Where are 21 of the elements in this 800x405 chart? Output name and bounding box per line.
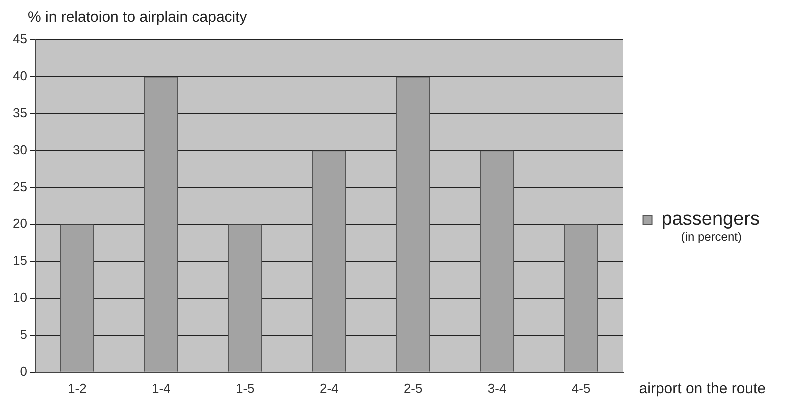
y-tick-label: 30: [12, 142, 28, 158]
x-tick-label: 1-5: [236, 380, 255, 396]
y-tick-label: 20: [12, 216, 28, 232]
text: (in percent): [681, 230, 742, 244]
x-tick-label: 4-5: [572, 380, 591, 396]
y-tick-label: 10: [12, 290, 28, 306]
y-tick-label: 35: [12, 105, 28, 120]
x-tick-label: 1-2: [68, 380, 87, 396]
y-tick-label: 0: [20, 364, 28, 379]
y-tick-label: 5: [20, 327, 28, 342]
y-tick-label: 15: [12, 253, 28, 268]
legend-label: passengers: [662, 209, 760, 230]
x-tick-label: 2-4: [320, 380, 339, 396]
x-axis-title: airport on the route: [639, 380, 766, 398]
y-tick-label: 25: [12, 179, 28, 194]
y-axis-title: % in relatoion to airplain capacity: [28, 9, 248, 26]
x-tick-label: 3-4: [488, 380, 507, 396]
y-tick-label: 40: [12, 68, 28, 84]
x-tick-label: 2-5: [404, 380, 423, 396]
x-tick-label: 1-4: [152, 380, 171, 396]
y-tick-label: 45: [12, 32, 28, 47]
